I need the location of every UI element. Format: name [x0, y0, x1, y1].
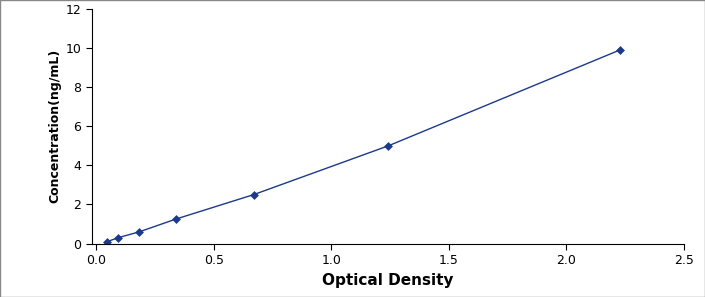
Point — [102, 239, 113, 244]
X-axis label: Optical Density: Optical Density — [322, 273, 453, 287]
Point — [170, 217, 181, 222]
Point — [614, 48, 625, 52]
Point — [113, 235, 124, 240]
Point — [248, 192, 259, 197]
Point — [383, 143, 394, 148]
Point — [134, 230, 145, 234]
Y-axis label: Concentration(ng/mL): Concentration(ng/mL) — [48, 49, 61, 203]
